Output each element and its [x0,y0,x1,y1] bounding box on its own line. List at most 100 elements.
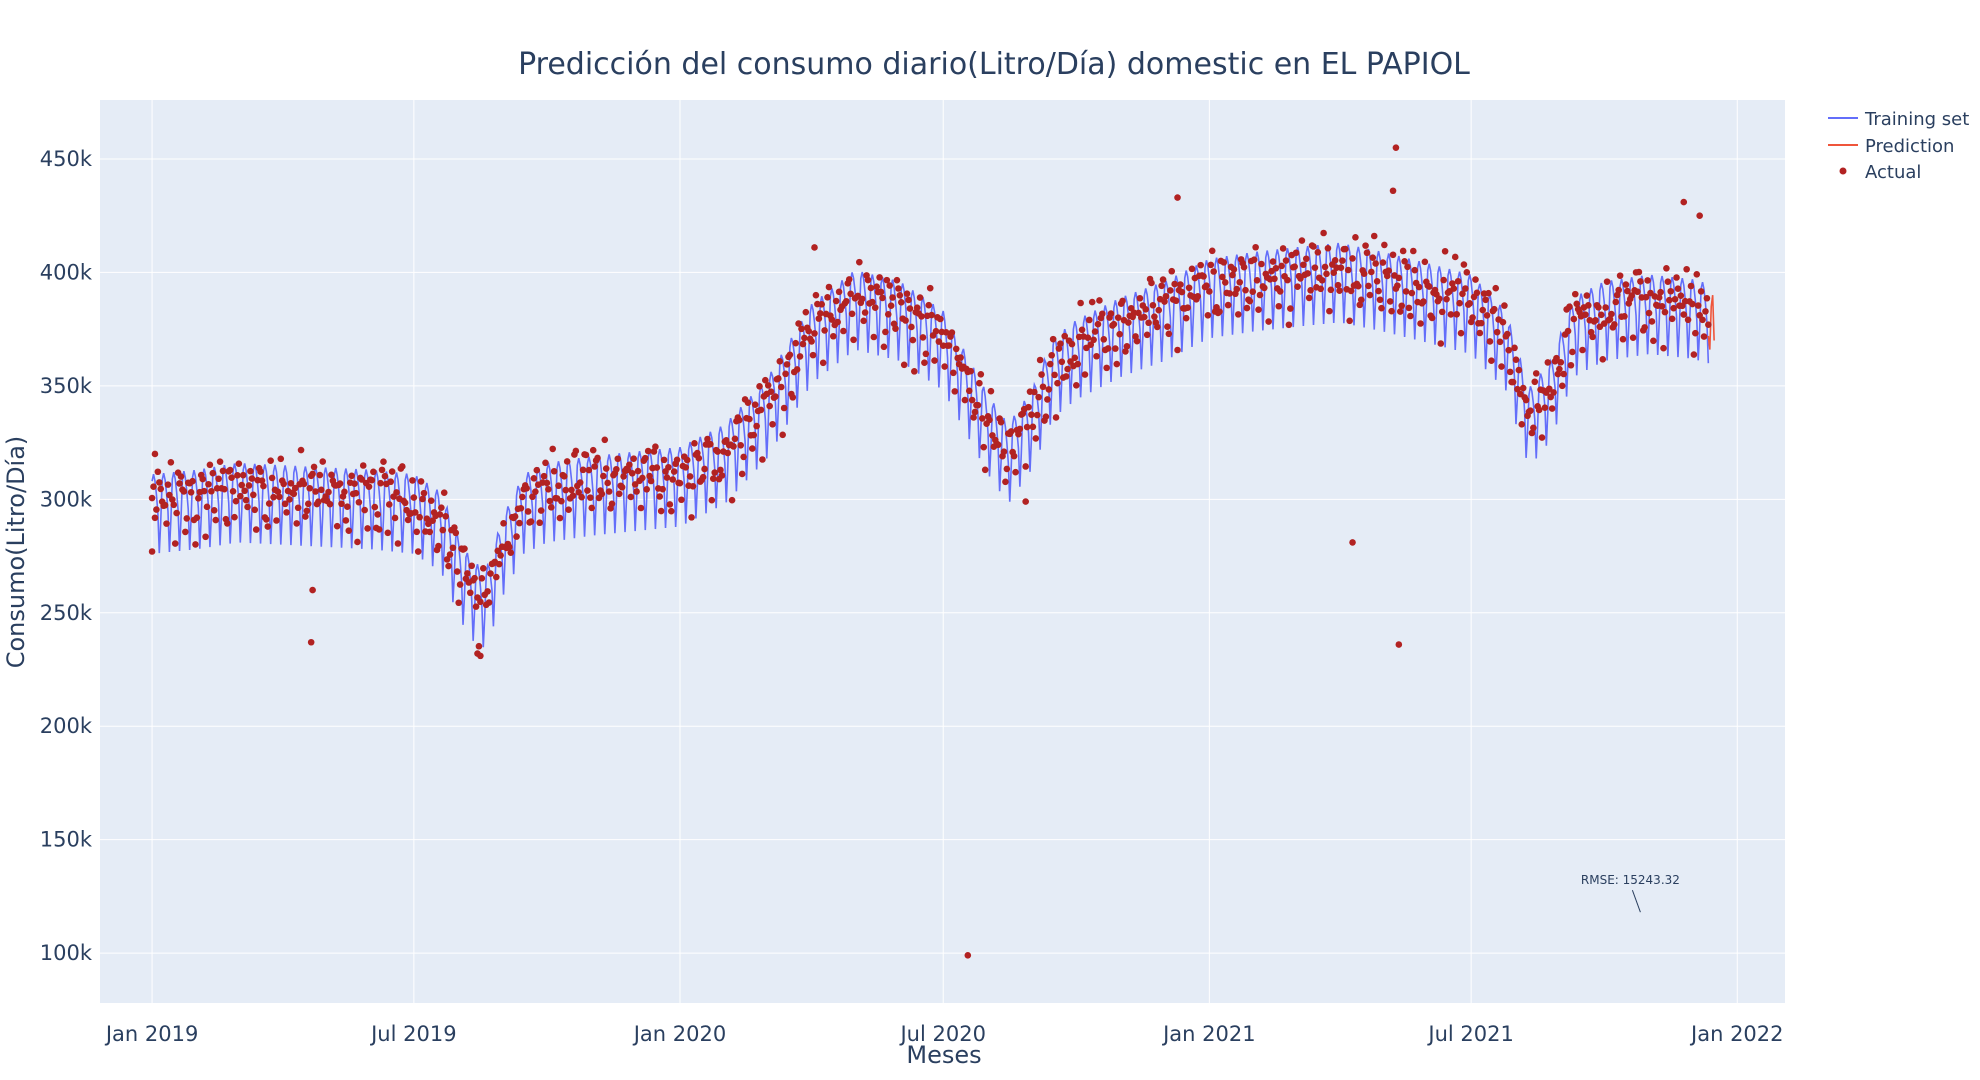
actual-point [695,454,703,462]
actual-point [1194,292,1202,300]
actual-point [1378,304,1385,312]
actual-point [1255,306,1262,313]
actual-point [1125,319,1132,326]
actual-point [1522,396,1530,404]
actual-point [1091,328,1099,335]
actual-point [1025,403,1032,411]
actual-point [1046,360,1054,368]
actual-point [1611,321,1618,328]
actual-point [1114,314,1122,321]
actual-point [1054,379,1061,387]
actual-point [683,456,691,464]
actual-point [1074,360,1082,368]
actual-point [869,298,876,306]
actual-point [1250,256,1258,264]
actual-point [547,504,555,511]
actual-point [1038,371,1045,378]
actual-point [1428,314,1436,322]
actual-point [1090,336,1097,344]
actual-point [1100,336,1108,343]
actual-point [1668,315,1676,323]
actual-point [673,456,681,464]
actual-point [1337,264,1345,272]
actual-point [1210,268,1217,275]
actual-point [183,515,191,522]
legend: Training set Prediction Actual [1828,109,1969,183]
actual-point [633,488,640,495]
actual-point [1544,359,1552,366]
actual-point [1451,253,1459,261]
actual-point [656,493,664,500]
actual-point [1550,389,1557,396]
actual-point [575,488,583,496]
actual-point [199,475,206,483]
actual-point [245,482,253,489]
actual-point [1603,278,1611,285]
rmse-annotation-arrow [1631,890,1641,913]
actual-point [1665,296,1673,304]
actual-point [873,283,880,290]
actual-point [737,442,745,449]
actual-point [722,436,730,444]
actual-point [1694,302,1702,309]
actual-point [1204,311,1212,319]
actual-point [1514,385,1521,393]
actual-point [380,458,387,466]
actual-point [192,541,199,548]
actual-point [1221,279,1229,286]
chart-title: Predicción del consumo diario(Litro/Día)… [518,47,1470,82]
actual-point [1697,288,1705,295]
actual-point [354,538,361,546]
actual-point [1165,330,1173,338]
actual-point [1443,295,1450,303]
actual-point [513,533,520,540]
actual-point [239,471,247,479]
actual-point [1330,269,1338,276]
actual-point [801,334,808,342]
actual-point [1385,267,1392,275]
actual-point [265,500,273,507]
actual-point [1133,337,1141,345]
actual-point [919,334,927,341]
actual-point [1140,313,1148,321]
actual-point [900,361,908,369]
actual-point [302,513,309,520]
actual-point [1003,465,1011,473]
legend-item-actual[interactable]: Actual [1839,162,1922,183]
actual-point [971,408,979,416]
actual-point [388,468,396,475]
actual-point [756,383,763,390]
actual-point [588,504,596,512]
actual-point [1365,282,1372,290]
actual-point [1022,498,1029,505]
actual-point [830,332,837,340]
actual-point [1352,234,1359,241]
actual-point [1184,304,1191,312]
actual-point [678,496,685,504]
actual-point [1420,298,1427,305]
actual-point [1369,254,1377,261]
actual-point [1197,261,1204,269]
actual-point [1033,411,1041,419]
legend-item-training-set[interactable]: Training set [1828,109,1969,130]
actual-point [417,478,425,485]
plot-area [100,100,1785,1003]
actual-point [1174,194,1181,201]
actual-point [451,524,458,531]
actual-point [637,504,645,512]
actual-point [436,511,444,518]
actual-point [1556,365,1563,373]
actual-point [565,506,572,514]
actual-point [1136,294,1144,302]
legend-item-prediction[interactable]: Prediction [1828,136,1954,157]
actual-point [620,473,627,480]
actual-point [903,290,911,297]
actual-point [507,549,515,556]
actual-point [182,528,189,536]
actual-point [375,526,383,533]
actual-point [1411,266,1419,274]
actual-point [1680,198,1688,206]
actual-point [309,586,316,594]
actual-point [319,458,327,465]
actual-point [1305,294,1313,302]
